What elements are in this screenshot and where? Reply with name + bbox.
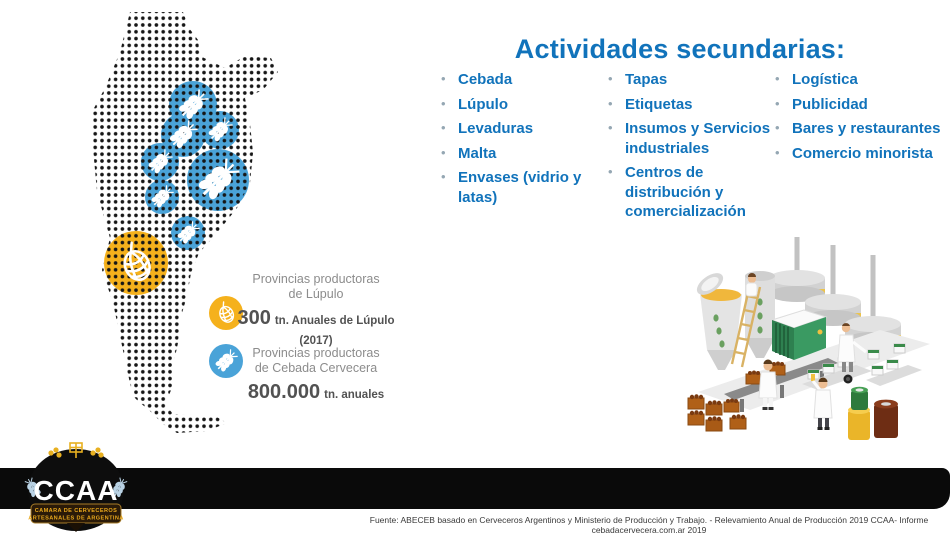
activity-item: Logística <box>775 70 950 90</box>
legend-line: Provincias productoras <box>252 272 380 286</box>
barley-production-unit: tn. anuales <box>324 388 385 401</box>
worker-icon <box>837 323 867 372</box>
hop-production-unit: tn. Anuales de Lúpulo <box>274 314 395 327</box>
ccaa-logo: CCAA CAMARA DE CERVECEROS ARTESANALES DE… <box>22 442 130 532</box>
activities-column-1: Cebada Lúpulo Levaduras Malta Envases (v… <box>441 70 608 212</box>
legend-line: de Cebada Cervecera <box>254 361 378 376</box>
logo-acronym: CCAA <box>34 475 119 506</box>
worker-icon <box>745 273 758 297</box>
tank-icon <box>696 273 742 370</box>
barley-ear-icon <box>214 349 238 373</box>
activity-item: Malta <box>441 144 608 164</box>
logo-ribbon-line1: CAMARA DE CERVECEROS <box>35 508 118 514</box>
worker-icon <box>758 359 778 410</box>
barley-legend-text: Provincias productoras de Cebada Cervece… <box>236 346 396 404</box>
logo-ribbon-line2: ARTESANALES DE ARGENTINA <box>28 516 123 522</box>
legend-line: Provincias productoras <box>252 346 380 360</box>
worker-icon <box>811 374 833 430</box>
barley-legend-marker <box>209 344 243 378</box>
ladder-icon <box>730 283 762 368</box>
activity-item: Tapas <box>608 70 790 90</box>
hop-legend-marker <box>209 296 243 330</box>
gate-glyph-icon <box>69 442 83 458</box>
activity-item: Levaduras <box>441 119 608 139</box>
barley-production-value: 800.000 <box>247 380 321 403</box>
footer-band <box>0 468 950 509</box>
hop-legend-text: Provincias productoras de Lúpulo 300 tn. … <box>236 272 396 348</box>
activity-item: Envases (vidrio y latas) <box>441 168 583 207</box>
hop-cluster-icon <box>48 447 104 458</box>
hop-cone-icon <box>214 301 237 325</box>
hop-production-value: 300 <box>237 306 271 329</box>
activity-item: Publicidad <box>775 95 950 115</box>
bottling-machine-icon <box>770 309 828 360</box>
activity-item: Comercio minorista <box>775 144 950 164</box>
hop-production-year: (2017) <box>299 334 333 347</box>
argentina-silhouette <box>93 12 278 433</box>
source-citation: Fuente: ABECEB basado en Cerveceros Arge… <box>369 515 929 534</box>
activity-item: Centros de distribución y comercializaci… <box>608 163 746 222</box>
activity-item: Lúpulo <box>441 95 608 115</box>
activity-item: Bares y restaurantes <box>775 119 950 139</box>
legend-line: de Lúpulo <box>288 287 344 302</box>
activities-column-3: Logística Publicidad Bares y restaurante… <box>775 70 950 168</box>
brewery-illustration <box>687 237 930 440</box>
activity-item: Insumos y Servicios industriales <box>608 119 777 158</box>
activity-item: Etiquetas <box>608 95 790 115</box>
kegs-icon <box>843 374 898 440</box>
argentina-dotted-map <box>93 12 278 433</box>
activities-column-2: Tapas Etiquetas Insumos y Servicios indu… <box>608 70 790 227</box>
page-title: Actividades secundarias: <box>514 34 846 64</box>
activity-item: Cebada <box>441 70 608 90</box>
